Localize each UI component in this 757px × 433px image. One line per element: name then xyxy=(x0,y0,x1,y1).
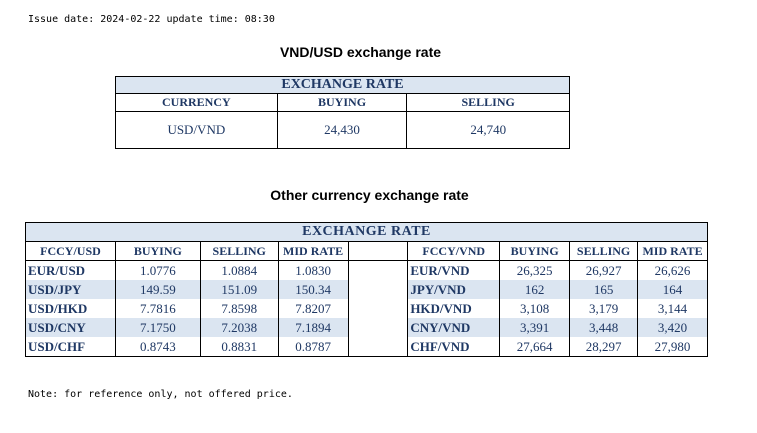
selling-vnd: 28,297 xyxy=(569,337,638,357)
buying-usd: 0.8743 xyxy=(114,337,201,357)
gap-cell xyxy=(347,280,408,299)
table-row: USD/CNY 7.1750 7.2038 7.1894 CNY/VND 3,3… xyxy=(25,318,708,337)
pair-vnd: CNY/VND xyxy=(407,318,500,337)
pair-vnd: CHF/VND xyxy=(407,337,500,357)
selling-vnd: 3,179 xyxy=(569,299,638,318)
pair-vnd: HKD/VND xyxy=(407,299,500,318)
table-row: USD/JPY 149.59 151.09 150.34 JPY/VND 162… xyxy=(25,280,708,299)
currency-cell: USD/VND xyxy=(167,122,226,137)
selling-usd: 0.8831 xyxy=(199,337,279,357)
gap-cell xyxy=(347,260,408,280)
header-buying-usd: BUYING xyxy=(114,241,201,261)
buying-vnd: 26,325 xyxy=(499,260,570,280)
selling-usd: 1.0884 xyxy=(199,260,279,280)
selling-vnd: 26,927 xyxy=(569,260,638,280)
header-selling: SELLING xyxy=(406,93,570,112)
buying-vnd: 27,664 xyxy=(499,337,570,357)
header-selling-vnd: SELLING xyxy=(569,241,638,261)
mid-vnd: 3,144 xyxy=(637,299,708,318)
selling-vnd: 3,448 xyxy=(569,318,638,337)
buying-usd: 149.59 xyxy=(114,280,201,299)
buying-usd: 7.7816 xyxy=(114,299,201,318)
mid-vnd: 3,420 xyxy=(637,318,708,337)
selling-cell: 24,740 xyxy=(406,111,570,149)
gap-cell xyxy=(347,299,408,318)
other-currency-heading: Other currency exchange rate xyxy=(270,187,469,203)
buying-vnd: 3,108 xyxy=(499,299,570,318)
pair-usd: USD/JPY xyxy=(25,280,116,299)
header-fccy-vnd: FCCY/VND xyxy=(407,241,500,261)
buying-usd: 1.0776 xyxy=(114,260,201,280)
pair-usd: USD/CHF xyxy=(28,339,86,354)
selling-usd: 7.2038 xyxy=(199,318,279,337)
buying-vnd: 162 xyxy=(499,280,570,299)
header-mid-usd: MID RATE xyxy=(277,241,349,261)
vnd-usd-heading: VND/USD exchange rate xyxy=(279,44,442,60)
gap-cell xyxy=(347,318,408,337)
header-buying: BUYING xyxy=(276,93,407,112)
mid-usd: 150.34 xyxy=(277,280,349,299)
table-row: USD/CHF 0.8743 0.8831 0.8787 CHF/VND 27,… xyxy=(26,337,708,357)
selling-usd: 7.8598 xyxy=(199,299,279,318)
header-fccy-usd: FCCY/USD xyxy=(25,241,116,261)
header-buying-vnd: BUYING xyxy=(499,241,570,261)
pair-usd: USD/HKD xyxy=(28,301,88,316)
mid-usd: 7.1894 xyxy=(277,318,349,337)
vnd-usd-table: EXCHANGE RATE CURRENCY BUYING SELLING US… xyxy=(115,76,570,149)
table-row: USD/HKD 7.7816 7.8598 7.8207 HKD/VND 3,1… xyxy=(26,299,708,318)
other-table-title: EXCHANGE RATE xyxy=(25,222,708,242)
pair-vnd: EUR/VND xyxy=(407,260,500,280)
vnd-usd-table-title: EXCHANGE RATE xyxy=(115,76,570,94)
header-selling-usd: SELLING xyxy=(199,241,279,261)
mid-usd: 1.0830 xyxy=(277,260,349,280)
buying-cell: 24,430 xyxy=(276,111,407,149)
buying-vnd: 3,391 xyxy=(499,318,570,337)
issue-date-line: Issue date: 2024-02-22 update time: 08:3… xyxy=(28,14,275,25)
mid-vnd: 164 xyxy=(637,280,708,299)
pair-vnd: JPY/VND xyxy=(407,280,500,299)
mid-usd: 0.8787 xyxy=(277,337,349,357)
table-row: EUR/USD 1.0776 1.0884 1.0830 EUR/VND 26,… xyxy=(26,260,708,280)
selling-usd: 151.09 xyxy=(199,280,279,299)
buying-usd: 7.1750 xyxy=(114,318,201,337)
selling-vnd: 165 xyxy=(569,280,638,299)
other-currency-table: EXCHANGE RATE FCCY/USD BUYING SELLING MI… xyxy=(25,222,708,357)
gap-cell xyxy=(347,337,408,357)
reference-note: Note: for reference only, not offered pr… xyxy=(28,389,293,400)
pair-usd: USD/CNY xyxy=(25,318,116,337)
pair-usd: EUR/USD xyxy=(28,263,86,278)
mid-vnd: 27,980 xyxy=(637,337,708,357)
header-gap xyxy=(347,241,408,261)
header-currency: CURRENCY xyxy=(115,93,278,112)
mid-usd: 7.8207 xyxy=(277,299,349,318)
mid-vnd: 26,626 xyxy=(637,260,708,280)
header-mid-vnd: MID RATE xyxy=(637,241,708,261)
